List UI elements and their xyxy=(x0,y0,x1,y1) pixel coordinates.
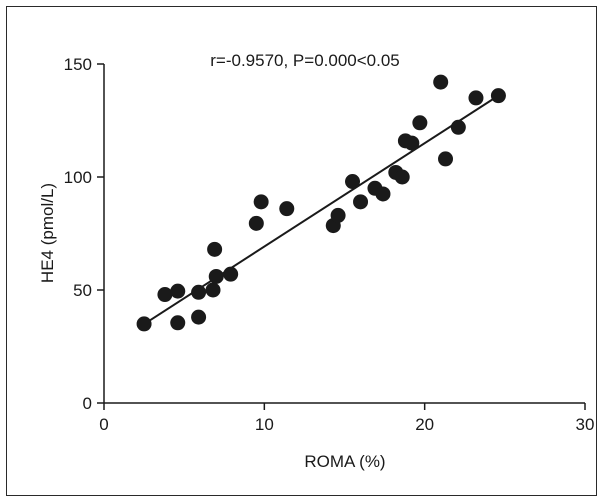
data-point xyxy=(412,115,428,131)
data-point xyxy=(404,135,420,151)
y-axis-title: HE4 (pmol/L) xyxy=(38,183,57,283)
data-point xyxy=(468,90,484,106)
x-tick-label: 0 xyxy=(99,415,108,434)
data-point xyxy=(208,268,224,284)
data-point xyxy=(170,315,186,331)
y-tick-label: 150 xyxy=(64,55,92,74)
y-tick-label: 0 xyxy=(83,394,92,413)
y-tick-label: 100 xyxy=(64,168,92,187)
data-point xyxy=(248,215,264,231)
data-point xyxy=(394,169,410,185)
axes xyxy=(103,64,585,404)
data-point xyxy=(157,287,173,303)
data-point xyxy=(450,119,466,135)
data-points xyxy=(136,74,506,332)
data-point xyxy=(438,151,454,167)
data-point xyxy=(191,309,207,325)
data-point xyxy=(353,194,369,210)
ticks: 0 10 20 30 0 50 100 150 xyxy=(64,55,595,434)
data-point xyxy=(345,174,361,190)
data-point xyxy=(490,88,506,104)
x-axis-title: ROMA (%) xyxy=(304,452,385,471)
data-point xyxy=(136,316,152,332)
x-tick-label: 10 xyxy=(255,415,274,434)
x-tick-label: 30 xyxy=(576,415,595,434)
data-point xyxy=(207,241,223,257)
data-point xyxy=(330,207,346,223)
data-point xyxy=(279,201,295,217)
data-point xyxy=(253,194,269,210)
y-tick-label: 50 xyxy=(73,281,92,300)
correlation-annotation: r=-0.9570, P=0.000<0.05 xyxy=(210,51,400,70)
data-point xyxy=(223,266,239,282)
data-point xyxy=(205,282,221,298)
data-point xyxy=(375,186,391,202)
data-point xyxy=(433,74,449,90)
data-point xyxy=(191,284,207,300)
data-point xyxy=(170,283,186,299)
x-tick-label: 20 xyxy=(415,415,434,434)
